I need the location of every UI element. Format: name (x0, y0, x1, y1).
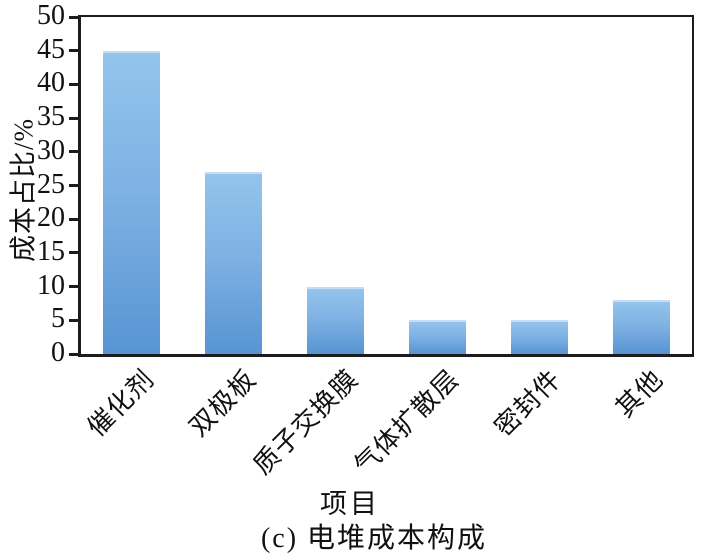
y-tick-mark (69, 150, 78, 154)
bar-其他 (612, 300, 670, 354)
x-tick-label-5: 密封件 (489, 364, 568, 443)
y-tick-label: 0 (51, 336, 65, 368)
bar-slot (183, 17, 285, 354)
y-tick-label: 30 (37, 134, 65, 166)
y-tick-mark (69, 184, 78, 187)
x-tick-label-2: 双极板 (183, 364, 262, 443)
bar-密封件 (510, 320, 568, 354)
y-tick-mark (69, 251, 78, 255)
y-tick-mark (69, 352, 78, 356)
bar-质子交换膜 (307, 286, 365, 354)
x-tick-label-3: 质子交换膜 (247, 364, 364, 481)
y-tick-mark (69, 217, 78, 221)
x-tick-label-4: 气体扩散层 (349, 364, 466, 481)
bar-slot (285, 17, 387, 354)
y-tick-label: 10 (37, 269, 65, 301)
chart-caption: (c) 电堆成本构成 (260, 523, 488, 554)
x-tick-label-6: 其他 (610, 364, 669, 423)
y-axis-title: 成本占比/% (8, 118, 39, 262)
y-tick-mark (69, 318, 78, 322)
y-tick-label: 5 (51, 303, 65, 335)
bar-slot (81, 17, 183, 354)
x-axis-title: 项目 (320, 489, 380, 519)
y-tick-mark (69, 285, 78, 289)
y-tick-label: 20 (37, 202, 65, 234)
bar-slot (386, 17, 488, 354)
bar-双极板 (205, 172, 263, 354)
x-tick-label-1: 催化剂 (81, 364, 160, 443)
y-tick-mark (69, 82, 78, 86)
bar-气体扩散层 (408, 320, 466, 354)
bar-slot (488, 17, 590, 354)
y-tick-label: 40 (37, 67, 65, 99)
y-tick-label: 50 (37, 0, 65, 31)
plot-area (78, 15, 694, 357)
bar-催化剂 (103, 50, 161, 354)
y-tick-label: 35 (37, 100, 65, 132)
y-tick-mark (69, 15, 78, 19)
y-tick-mark (69, 49, 78, 53)
y-tick-label: 45 (37, 33, 65, 65)
y-tick-mark (69, 116, 78, 120)
y-tick-label: 15 (37, 235, 65, 267)
bar-slot (590, 17, 692, 354)
y-tick-label: 25 (37, 168, 65, 200)
